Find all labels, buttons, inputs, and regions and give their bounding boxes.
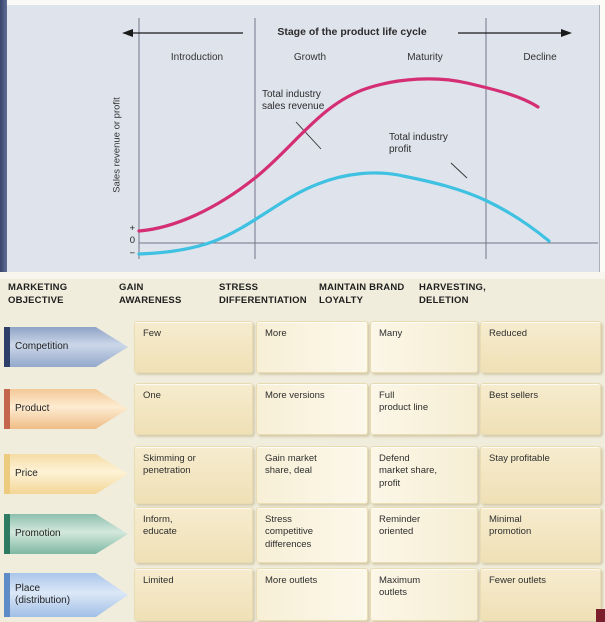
chart-plot-background <box>7 5 600 272</box>
stage-label-decline: Decline <box>523 52 557 63</box>
row-label-arrow-promotion: Promotion <box>4 514 128 554</box>
profit-curve-label: Total industry profit <box>389 132 448 155</box>
row-label-arrow-product: Product <box>4 389 128 429</box>
table-cell: More <box>256 321 368 373</box>
right-arrowhead-icon <box>561 29 572 37</box>
column-header-stress-differentiation: STRESS DIFFERENTIATION <box>219 282 307 306</box>
panel-separator <box>0 272 605 279</box>
axis-mark-zero: 0 <box>129 235 135 246</box>
stage-label-growth: Growth <box>293 52 327 63</box>
profit-label-pointer <box>450 162 468 179</box>
stage-label-introduction: Introduction <box>170 52 224 63</box>
row-promotion: Promotion Inform, educate Stress competi… <box>0 507 605 563</box>
table-cell: More outlets <box>256 568 368 621</box>
table-cell: Reminder oriented <box>370 507 478 563</box>
row-place-distribution: Place (distribution) Limited More outlet… <box>0 568 605 621</box>
table-cell: Minimal promotion <box>480 507 601 563</box>
table-cell: Few <box>134 321 253 373</box>
column-header-maintain-brand-loyalty: MAINTAIN BRAND LOYALTY <box>319 282 405 306</box>
table-cell: One <box>134 383 253 435</box>
row-label-arrow-price: Price <box>4 454 128 494</box>
column-header-gain-awareness: GAIN AWARENESS <box>119 282 182 306</box>
row-label-arrow-competition: Competition <box>4 327 128 367</box>
table-cell: Skimming or penetration <box>134 446 253 504</box>
table-cell: Fewer outlets <box>480 568 601 621</box>
axis-mark-plus: + <box>129 223 135 234</box>
total-industry-sales-revenue-curve <box>137 77 540 233</box>
row-label: Price <box>15 468 38 479</box>
table-cell: Inform, educate <box>134 507 253 563</box>
revenue-curve-label: Total industry sales revenue <box>262 89 325 112</box>
marketing-objective-table: MARKETING OBJECTIVE GAIN AWARENESS STRES… <box>0 272 605 622</box>
row-product: Product One More versions Full product l… <box>0 383 605 435</box>
row-competition: Competition Few More Many Reduced <box>0 321 605 373</box>
life-cycle-chart-panel: Stage of the product life cycle Introduc… <box>0 0 605 272</box>
total-industry-profit-curve <box>137 171 551 256</box>
row-label-arrow-place: Place (distribution) <box>4 573 128 617</box>
corner-header-marketing-objective: MARKETING OBJECTIVE <box>8 282 68 306</box>
row-label: Place (distribution) <box>15 583 71 606</box>
panel-left-edge <box>0 0 7 272</box>
row-label: Product <box>15 403 50 414</box>
table-cell: Stress competitive differences <box>256 507 368 563</box>
table-cell: Defend market share, profit <box>370 446 478 504</box>
life-cycle-chart <box>122 18 598 259</box>
table-cell: More versions <box>256 383 368 435</box>
left-arrowhead-icon <box>122 29 133 37</box>
table-cell: Maximum outlets <box>370 568 478 621</box>
row-label: Promotion <box>15 528 61 539</box>
page-corner-mark <box>596 609 605 622</box>
table-cell: Reduced <box>480 321 601 373</box>
row-label: Competition <box>15 341 69 352</box>
table-cell: Stay profitable <box>480 446 601 504</box>
table-cell: Many <box>370 321 478 373</box>
table-cell: Limited <box>134 568 253 621</box>
revenue-label-pointer <box>295 121 322 150</box>
y-axis-label: Sales revenue or profit <box>111 97 123 193</box>
table-cell: Full product line <box>370 383 478 435</box>
chart-title: Stage of the product life cycle <box>277 26 427 38</box>
column-header-harvesting-deletion: HARVESTING, DELETION <box>419 282 486 306</box>
table-cell: Gain market share, deal <box>256 446 368 504</box>
table-cell: Best sellers <box>480 383 601 435</box>
axis-mark-minus: − <box>129 248 135 259</box>
stage-label-maturity: Maturity <box>407 52 443 63</box>
row-price: Price Skimming or penetration Gain marke… <box>0 446 605 504</box>
